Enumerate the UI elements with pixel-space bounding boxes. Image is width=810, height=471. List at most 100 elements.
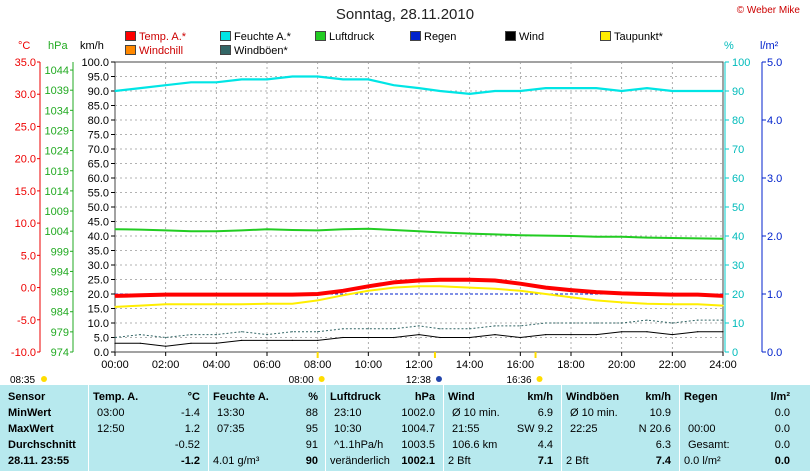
stat-subvalue: 10:30	[334, 423, 362, 435]
temp-tick-label: 30.0	[15, 89, 36, 101]
pressure-tick-label: 1014	[45, 186, 69, 198]
column-separator	[325, 385, 326, 471]
data-point	[215, 230, 217, 232]
rain-tick-label: 0.0	[767, 347, 782, 359]
column-separator	[561, 385, 562, 471]
data-point	[342, 228, 344, 230]
data-point	[595, 334, 597, 336]
wind-tick-label: 5.0	[94, 333, 109, 345]
stat-value: 0.0	[774, 455, 790, 467]
temp-tick-label: 15.0	[15, 186, 36, 198]
stat-subvalue: 21:55	[452, 423, 480, 435]
data-point	[241, 339, 243, 341]
column-separator	[443, 385, 444, 471]
data-point	[317, 229, 319, 231]
data-point	[139, 334, 141, 336]
legend-item-0: Temp. A.*	[125, 31, 186, 43]
data-point	[393, 328, 395, 330]
data-point	[266, 339, 268, 341]
stat-value: 95	[305, 423, 318, 435]
data-point	[621, 90, 623, 92]
column-unit: %	[308, 391, 318, 403]
legend-swatch	[505, 31, 516, 41]
data-point	[418, 279, 420, 282]
x-tick-label: 20:00	[608, 359, 636, 371]
event-icon	[318, 376, 325, 382]
pressure-tick-label: 1019	[45, 166, 69, 178]
data-point	[367, 228, 369, 230]
data-point	[595, 236, 597, 238]
wind-tick-label: 85.0	[88, 101, 109, 113]
column-unit: km/h	[527, 391, 553, 403]
rain-tick-label: 2.0	[767, 231, 782, 243]
temp-axis-unit: °C	[18, 40, 31, 52]
data-point	[595, 291, 597, 293]
data-point	[266, 334, 268, 336]
stat-value: -1.4	[181, 407, 200, 419]
column-unit: °C	[187, 391, 200, 403]
data-point	[393, 229, 395, 231]
data-point	[393, 336, 395, 339]
humidity-tick-label: 90	[732, 86, 744, 98]
data-point	[114, 336, 116, 339]
data-point	[469, 336, 471, 339]
data-point	[722, 90, 724, 92]
data-point	[671, 90, 673, 92]
stats-table: Sensor MinWert MaxWert Durchschnitt 28.11. 2…	[0, 385, 810, 471]
wind-tick-label: 40.0	[88, 231, 109, 243]
data-point	[439, 336, 441, 339]
pressure-tick-label: 1039	[45, 85, 69, 97]
wind-tick-label: 80.0	[88, 115, 109, 127]
data-point	[342, 336, 344, 339]
x-tick-label: 06:00	[253, 359, 281, 371]
data-point	[697, 319, 699, 321]
data-point	[165, 229, 167, 231]
humidity-tick-label: 40	[732, 231, 744, 243]
temp-tick-label: -5.0	[17, 315, 36, 327]
stat-value: -1.2	[181, 455, 200, 467]
stat-value: SW 9.2	[516, 423, 553, 435]
stat-subvalue: 23:10	[334, 407, 362, 419]
data-point	[241, 303, 243, 305]
stat-subvalue: 4.01 g/m³	[213, 455, 260, 467]
wind-axis-unit: km/h	[80, 40, 104, 52]
x-tick-label: 10:00	[355, 359, 383, 371]
data-point	[722, 238, 724, 240]
temp-tick-label: 25.0	[15, 121, 36, 133]
weather-chart: 100.095.090.085.080.075.070.065.060.055.…	[10, 57, 782, 385]
data-point	[494, 288, 496, 290]
data-point	[418, 230, 420, 232]
humidity-tick-label: 100	[732, 57, 750, 69]
wind-tick-label: 95.0	[88, 72, 109, 84]
data-point	[190, 303, 192, 305]
column-header: Regen	[684, 391, 718, 403]
data-point	[439, 90, 441, 92]
legend-swatch	[125, 45, 136, 55]
temp-tick-label: 10.0	[15, 218, 36, 230]
wind-tick-label: 55.0	[88, 188, 109, 200]
data-point	[114, 90, 116, 92]
data-point	[241, 78, 243, 80]
data-point	[342, 78, 344, 80]
rain-tick-label: 3.0	[767, 173, 782, 185]
humidity-axis-unit: %	[724, 40, 734, 52]
row-label: Durchschnitt	[8, 439, 76, 451]
legend-label: Regen	[424, 31, 457, 43]
stat-subvalue: Gesamt:	[688, 439, 730, 451]
rain-tick-label: 4.0	[767, 115, 782, 127]
data-point	[139, 229, 141, 231]
data-point	[439, 279, 441, 281]
wind-tick-label: 60.0	[88, 173, 109, 185]
data-point	[570, 334, 572, 336]
data-point	[519, 290, 521, 292]
wind-tick-label: 35.0	[88, 246, 109, 258]
data-point	[671, 334, 673, 336]
data-point	[646, 293, 648, 295]
data-point	[697, 303, 699, 305]
data-point	[342, 328, 344, 330]
data-point	[393, 84, 395, 86]
event-label: 12:38	[406, 375, 431, 385]
data-point	[494, 325, 496, 327]
data-point	[114, 306, 116, 308]
data-point	[114, 228, 116, 230]
